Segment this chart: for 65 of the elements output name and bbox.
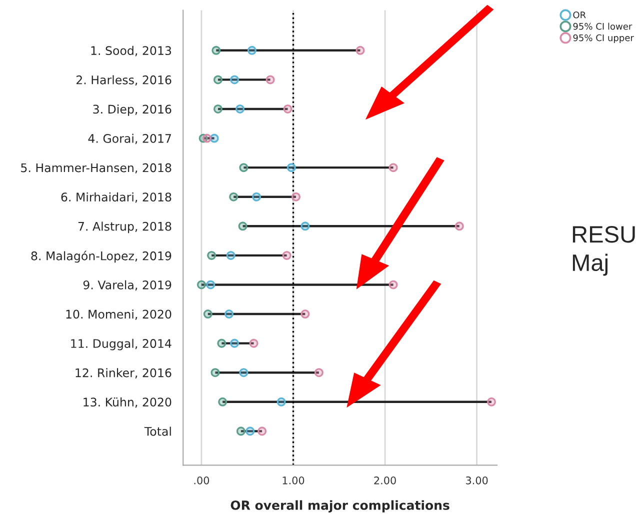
- point: [247, 46, 256, 55]
- x-tick-label: 3.00: [466, 476, 488, 484]
- legend-label: 95% CI lower: [573, 22, 632, 30]
- point: [249, 338, 258, 348]
- y-tick-label: 7. Alstrup, 2018: [78, 222, 172, 234]
- point: [246, 426, 255, 436]
- point: [282, 250, 292, 260]
- point: [218, 397, 228, 406]
- point: [203, 310, 212, 319]
- y-tick-label: 2. Harless, 2016: [76, 75, 172, 86]
- y-tick-label: 10. Momeni, 2020: [66, 310, 172, 320]
- legend-label: 95% CI upper: [573, 34, 634, 43]
- point: [314, 368, 324, 378]
- point: [283, 104, 292, 114]
- point: [454, 222, 464, 231]
- y-tick-label: 3. Diep, 2016: [93, 104, 172, 116]
- text: Maj: [572, 254, 608, 276]
- point: [206, 280, 216, 290]
- y-tick-label: 5. Hammer-Hansen, 2018: [21, 163, 172, 174]
- y-tick-label: 6. Mirhaidari, 2018: [61, 192, 172, 203]
- point: [239, 368, 248, 378]
- point: [236, 426, 246, 436]
- point: [212, 46, 221, 55]
- point: [226, 250, 236, 260]
- point: [213, 75, 222, 84]
- point: [388, 163, 398, 172]
- point: [252, 192, 262, 202]
- point: [230, 338, 240, 348]
- point: [356, 46, 365, 55]
- x-tick-label: 2.00: [374, 476, 396, 484]
- point: [300, 310, 310, 319]
- point: [238, 222, 248, 231]
- y-tick-label: 12. Rinker, 2016: [76, 368, 172, 378]
- point: [286, 163, 296, 172]
- point: [210, 134, 219, 143]
- point: [217, 338, 226, 348]
- x-tick-label: .00: [194, 476, 210, 484]
- y-tick-label: 13. Kühn, 2020: [84, 397, 172, 408]
- y-tick-label: 11. Duggal, 2014: [71, 338, 172, 350]
- text: RESU: [572, 226, 635, 243]
- point: [210, 368, 220, 378]
- y-tick-label: 4. Gorai, 2017: [88, 134, 171, 144]
- x-axis-title: OR overall major complications: [230, 500, 450, 512]
- point: [258, 426, 267, 436]
- legend-label: OR: [573, 11, 586, 18]
- y-tick-label: 1. Sood, 2013: [91, 46, 172, 56]
- point: [207, 250, 216, 260]
- point: [230, 75, 240, 84]
- point: [213, 104, 222, 114]
- point: [276, 397, 286, 406]
- y-tick-label: Total: [144, 426, 171, 436]
- point: [202, 134, 212, 143]
- point: [239, 163, 248, 172]
- x-tick-label: 1.00: [282, 476, 304, 484]
- point: [229, 192, 238, 202]
- point: [486, 397, 496, 406]
- point: [196, 280, 206, 290]
- point: [300, 222, 310, 231]
- point: [388, 280, 398, 290]
- point: [224, 310, 234, 319]
- point: [266, 75, 275, 84]
- point: [291, 192, 301, 202]
- y-tick-label: 9. Varela, 2019: [83, 280, 172, 291]
- y-tick-label: 8. Malagón-Lopez, 2019: [31, 250, 172, 263]
- point: [236, 104, 245, 114]
